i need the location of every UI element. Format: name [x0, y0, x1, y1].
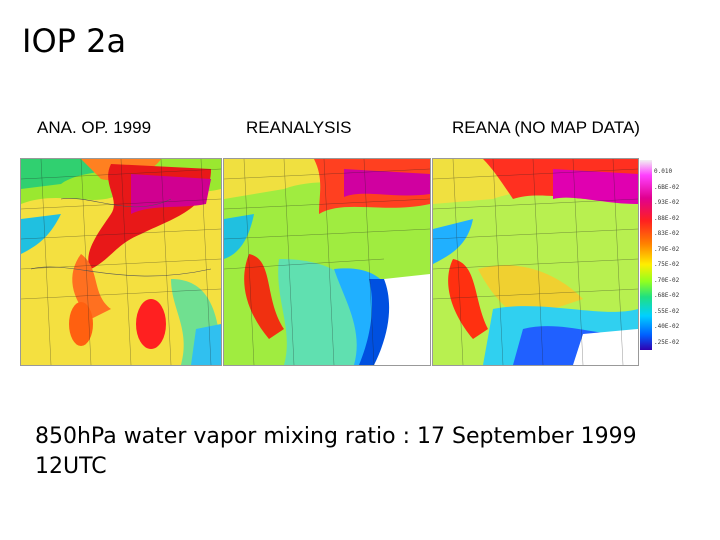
colorbar-tick: 0.010 — [654, 168, 673, 175]
colorbar-tick: .75E-02 — [654, 261, 680, 268]
colorbar-tick: .70E-02 — [654, 276, 680, 284]
panel-label-reana-no-map: REANA (NO MAP DATA) — [452, 118, 640, 137]
colorbar-tick: .6BE-02 — [654, 183, 680, 191]
panel-label-ana-op: ANA. OP. 1999 — [37, 118, 152, 137]
colorbar-tick: .88E-02 — [654, 214, 680, 222]
colorbar — [640, 160, 652, 350]
colorbar-tick: .40E-02 — [654, 323, 680, 330]
colorbar-labels: 0.010 .6BE-02 .93E-02 .88E-02 .83E-02 .7… — [654, 168, 684, 354]
slide-title: IOP 2a — [22, 22, 127, 60]
slide-caption: 850hPa water vapor mixing ratio : 17 Sep… — [35, 424, 637, 479]
colorbar-tick: .55E-02 — [654, 307, 680, 315]
colorbar-tick: .93E-02 — [654, 199, 680, 206]
map-panel-ana-op — [20, 158, 222, 366]
colorbar-tick: .83E-02 — [654, 230, 680, 237]
colorbar-tick: .25E-02 — [654, 338, 680, 346]
colorbar-tick: .68E-02 — [654, 292, 680, 299]
panel-label-reanalysis: REANALYSIS — [246, 118, 352, 137]
map-panel-reanalysis — [223, 158, 431, 366]
colorbar-tick: .79E-02 — [654, 245, 680, 253]
map-panel-reana-no-map — [432, 158, 639, 366]
